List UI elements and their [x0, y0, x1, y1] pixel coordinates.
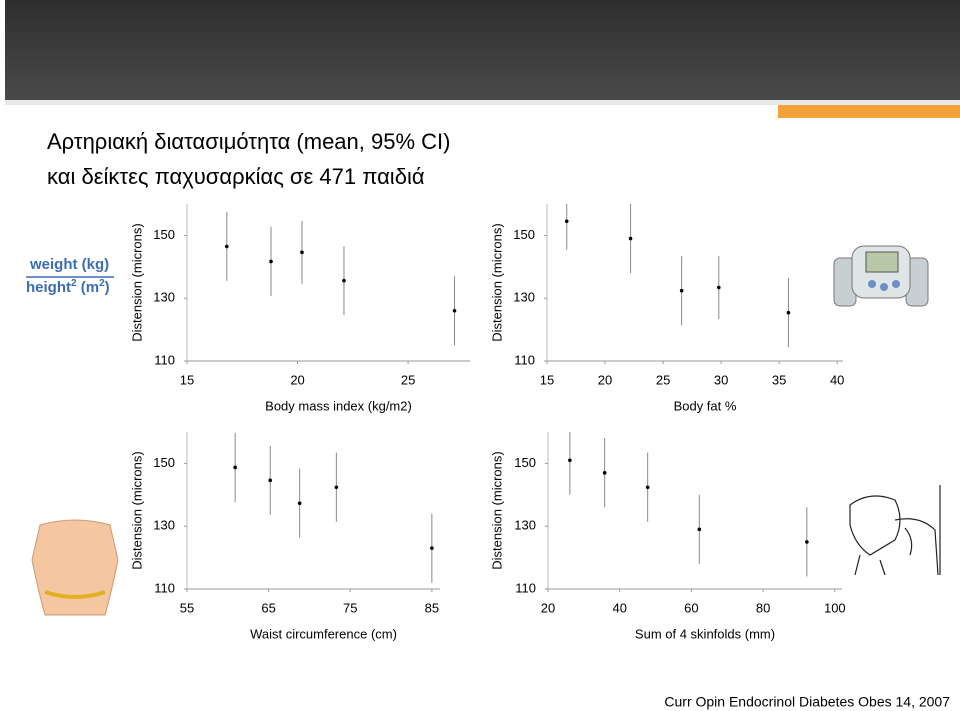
accent-bar — [778, 105, 960, 118]
y-tick-label: 110 — [154, 352, 175, 367]
x-axis-label: Body fat % — [674, 398, 737, 413]
x-tick-label: 15 — [180, 372, 194, 387]
x-tick-label: 60 — [684, 600, 698, 615]
chart: 110 130 150 20 40 60 80 100 Sum of 4 skinfolds (… — [489, 432, 846, 641]
chart: 110 130 150 15 20 25 Body mass index (kg/m2) Di… — [129, 204, 470, 413]
y-axis-label: Distension (microns) — [489, 223, 504, 341]
data-point — [297, 501, 302, 506]
x-axis-label: Waist circumference (cm) — [250, 626, 397, 641]
data-point — [334, 485, 339, 490]
data-point — [786, 310, 791, 315]
y-tick-label: 130 — [153, 518, 175, 533]
title-line: και δείκτες παχυσαρκίας σε 471 παιδιά — [47, 164, 425, 189]
scale-device — [833, 245, 929, 307]
x-tick-label: 65 — [261, 600, 275, 615]
y-tick-label: 110 — [514, 352, 535, 367]
x-tick-label: 25 — [656, 372, 670, 387]
chart: 110 130 150 15 20 25 30 35 40 Body fat % Distensio… — [489, 204, 844, 413]
x-tick-label: 55 — [180, 600, 194, 615]
data-point — [679, 288, 684, 293]
formula-denominator: height2 (m2) — [26, 278, 110, 296]
denom-part: 2 — [71, 278, 77, 289]
data-point — [430, 546, 434, 550]
denom-part: (m — [77, 279, 100, 296]
data-point — [300, 250, 304, 255]
x-tick-label: 40 — [612, 600, 626, 615]
x-tick-label: 20 — [290, 372, 304, 387]
x-tick-label: 80 — [756, 600, 770, 615]
y-axis-label: Distension (microns) — [129, 223, 144, 341]
data-point — [568, 458, 572, 463]
y-tick-label: 150 — [153, 455, 175, 470]
y-tick-label: 130 — [513, 290, 535, 305]
data-point — [805, 540, 809, 544]
x-tick-label: 85 — [425, 600, 439, 615]
data-point — [269, 259, 273, 264]
citation: Curr Opin Endocrinol Diabetes Obes 14, 2… — [664, 694, 950, 710]
y-tick-label: 150 — [513, 227, 535, 242]
data-point — [628, 236, 633, 241]
chart: 110 130 150 55 65 75 85 Waist circumference (cm… — [129, 432, 440, 641]
x-tick-label: 100 — [824, 600, 846, 615]
y-tick-label: 150 — [514, 455, 536, 470]
x-tick-label: 25 — [401, 372, 415, 387]
torso-illustration — [31, 519, 119, 616]
y-tick-label: 110 — [154, 580, 175, 595]
data-point — [602, 471, 607, 475]
data-point — [452, 308, 457, 313]
denom-part: 2 — [99, 278, 105, 289]
header-rule — [5, 100, 960, 105]
x-tick-label: 40 — [830, 372, 844, 387]
denom-part: height — [26, 279, 71, 296]
data-point — [645, 485, 650, 490]
bmi-formula: weight (kg) height2 (m2) — [26, 256, 114, 296]
y-tick-label: 130 — [514, 518, 536, 533]
y-tick-label: 110 — [515, 580, 536, 595]
x-tick-label: 75 — [343, 600, 357, 615]
x-tick-label: 15 — [540, 372, 554, 387]
title-line: Αρτηριακή διατασιμότητα (mean, 95% CI) — [47, 129, 450, 154]
x-tick-label: 20 — [598, 372, 612, 387]
data-point — [233, 465, 237, 470]
data-point — [268, 478, 273, 483]
data-point — [697, 527, 702, 532]
y-axis-label: Distension (microns) — [129, 451, 144, 569]
y-tick-label: 150 — [153, 227, 175, 242]
y-tick-label: 130 — [153, 290, 175, 305]
x-axis-label: Body mass index (kg/m2) — [265, 398, 412, 413]
denom-part: ) — [105, 279, 110, 296]
data-point — [342, 278, 346, 283]
header-band — [5, 0, 960, 100]
doctor-illustration — [849, 485, 941, 576]
data-point — [716, 285, 721, 290]
x-axis-label: Sum of 4 skinfolds (mm) — [635, 626, 775, 641]
data-point — [564, 219, 569, 224]
formula-numerator: weight (kg) — [29, 256, 109, 273]
y-axis-label: Distension (microns) — [489, 451, 504, 569]
data-point — [224, 244, 229, 249]
x-tick-label: 30 — [714, 372, 728, 387]
x-tick-label: 35 — [772, 372, 786, 387]
x-tick-label: 20 — [541, 600, 555, 615]
